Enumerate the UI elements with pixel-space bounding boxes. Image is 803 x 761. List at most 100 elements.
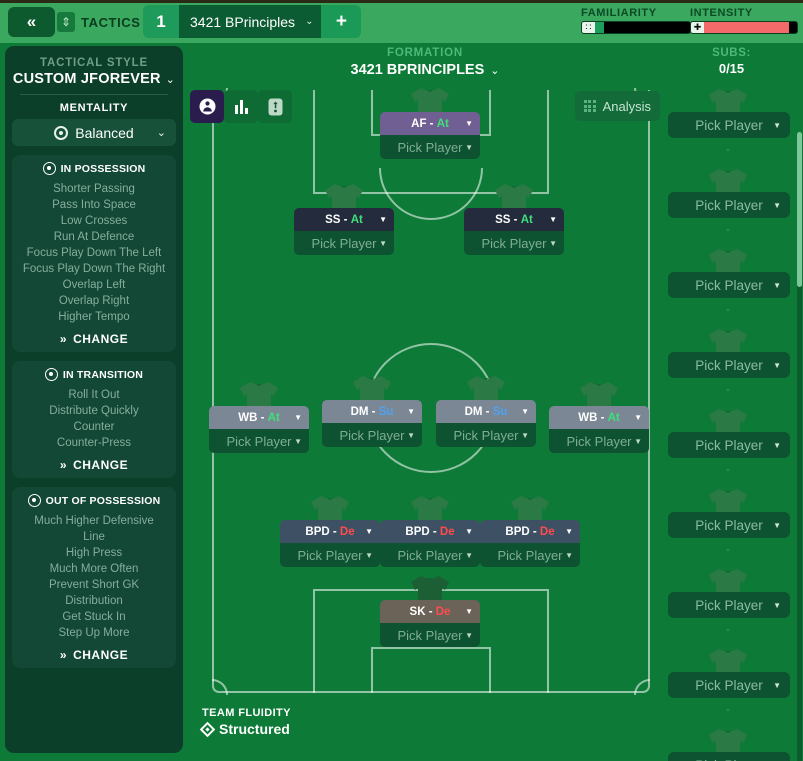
chevron-down-icon: ▼ — [773, 120, 781, 130]
player-slot-dm-5: DM - Su ▼ Pick Player ▼ — [436, 376, 536, 447]
instruction-item[interactable]: Counter-Press — [56, 437, 132, 449]
stats-view-button[interactable] — [224, 90, 258, 123]
tactic-number[interactable]: 1 — [143, 5, 179, 38]
pitch-view-toolbar — [190, 90, 292, 123]
add-tactic-button[interactable]: + — [321, 5, 362, 38]
role-dropdown[interactable]: WB - At ▼ — [209, 406, 309, 429]
chevron-down-icon: ▼ — [521, 430, 529, 440]
role-dropdown[interactable]: BPD - De ▼ — [480, 520, 580, 543]
instruction-item[interactable]: Pass Into Space — [52, 199, 136, 211]
instruction-item[interactable]: Overlap Left — [62, 279, 126, 291]
instruction-item[interactable]: Higher Tempo — [58, 311, 130, 323]
instruction-item[interactable]: Get Stuck In — [62, 611, 126, 623]
sub-pick-player-dropdown[interactable]: Pick Player▼ — [668, 672, 790, 698]
instruction-item[interactable]: Distribution — [65, 595, 123, 607]
pick-player-dropdown[interactable]: Pick Player ▼ — [380, 623, 480, 647]
team-fluidity[interactable]: TEAM FLUIDITY Structured — [199, 707, 291, 737]
instruction-item[interactable]: Much More Often — [49, 563, 139, 575]
tactical-style-label: TACTICAL STYLE — [40, 57, 148, 69]
instruction-item[interactable]: Step Up More — [58, 627, 130, 639]
role-duty: At — [436, 117, 449, 130]
role-separator: - — [482, 405, 493, 418]
back-button[interactable]: « — [8, 7, 55, 37]
pitch-panel: FORMATION 3421 BPRINCIPLES ⌄ — [190, 44, 660, 761]
pick-player-dropdown[interactable]: Pick Player ▼ — [464, 231, 564, 255]
analysis-button[interactable]: Analysis — [574, 91, 660, 121]
chevron-down-icon: ▼ — [634, 413, 642, 422]
pick-player-label: Pick Player — [453, 427, 519, 443]
role-dropdown[interactable]: SS - At ▼ — [464, 208, 564, 231]
instruction-item[interactable]: Focus Play Down The Left — [26, 247, 162, 259]
instruction-item[interactable]: Much Higher Defensive — [34, 515, 154, 527]
pick-player-label: Pick Player — [695, 277, 763, 293]
back-chevrons-icon: « — [26, 12, 37, 31]
pick-player-dropdown[interactable]: Pick Player ▼ — [322, 423, 422, 447]
sub-pick-player-dropdown[interactable]: Pick Player▼ — [668, 272, 790, 298]
pick-player-dropdown[interactable]: Pick Player ▼ — [549, 429, 649, 453]
role-separator: - — [597, 411, 608, 424]
instruction-item[interactable]: High Press — [65, 547, 123, 559]
chevron-down-icon: ▼ — [294, 436, 302, 446]
role-code: BPD — [505, 525, 530, 538]
role-separator: - — [368, 405, 379, 418]
sub-slot-1: Pick Player ▼ - — [660, 84, 796, 164]
chevron-down-icon: ▼ — [465, 119, 473, 128]
instruction-item[interactable]: Shorter Passing — [53, 183, 135, 195]
pick-player-dropdown[interactable]: Pick Player ▼ — [380, 543, 480, 567]
tactic-name-dropdown[interactable]: 3421 BPrinciples ⌄ — [179, 5, 322, 38]
role-dropdown[interactable]: AF - At ▼ — [380, 112, 480, 135]
team-fluidity-row: Structured — [199, 721, 291, 737]
role-dropdown[interactable]: BPD - De ▼ — [280, 520, 380, 543]
pick-player-dropdown[interactable]: Pick Player ▼ — [294, 231, 394, 255]
tactical-style-dropdown[interactable]: CUSTOM JFOREVER ⌄ — [12, 71, 176, 87]
instruction-item[interactable]: Focus Play Down The Right — [22, 263, 166, 275]
subs-scrollbar-thumb[interactable] — [797, 132, 802, 287]
sub-pick-player-dropdown[interactable]: Pick Player▼ — [668, 112, 790, 138]
chevron-down-icon: ▼ — [773, 360, 781, 370]
sub-pick-player-dropdown[interactable]: Pick Player▼ — [668, 752, 790, 761]
intensity-fill — [704, 22, 789, 33]
mentality-dropdown[interactable]: Balanced ⌄ — [12, 119, 176, 146]
familiarity-bar[interactable]: ∷ — [581, 21, 691, 34]
instruction-item[interactable]: Counter — [73, 421, 115, 433]
pick-player-label: Pick Player — [695, 597, 763, 613]
pick-player-dropdown[interactable]: Pick Player ▼ — [436, 423, 536, 447]
role-dropdown[interactable]: BPD - De ▼ — [380, 520, 480, 543]
instruction-item[interactable]: Prevent Short GK — [48, 579, 140, 591]
intensity-bar[interactable]: ✚ — [690, 21, 798, 34]
instruction-item[interactable]: Overlap Right — [58, 295, 130, 307]
chevron-down-icon: ▼ — [465, 550, 473, 560]
instruction-item[interactable]: Low Crosses — [60, 215, 128, 227]
sub-pick-player-dropdown[interactable]: Pick Player▼ — [668, 432, 790, 458]
sub-pick-player-dropdown[interactable]: Pick Player▼ — [668, 592, 790, 618]
instruction-item[interactable]: Line — [83, 531, 105, 543]
change-in-transition-button[interactable]: » CHANGE — [18, 458, 170, 472]
subs-scrollbar[interactable] — [797, 132, 802, 761]
six-yard-box-bottom — [371, 647, 491, 693]
role-dropdown[interactable]: SK - De ▼ — [380, 600, 480, 623]
change-out-of-possession-button[interactable]: » CHANGE — [18, 648, 170, 662]
sub-pick-player-dropdown[interactable]: Pick Player ▼ — [668, 352, 790, 378]
instruction-item[interactable]: Distribute Quickly — [49, 405, 139, 417]
role-dropdown[interactable]: DM - Su ▼ — [322, 400, 422, 423]
formation-dropdown[interactable]: 3421 BPRINCIPLES ⌄ — [190, 62, 660, 78]
pick-player-label: Pick Player — [695, 357, 763, 373]
pick-player-dropdown[interactable]: Pick Player ▼ — [380, 135, 480, 159]
pick-player-dropdown[interactable]: Pick Player ▼ — [280, 543, 380, 567]
role-dropdown[interactable]: SS - At ▼ — [294, 208, 394, 231]
change-in-possession-button[interactable]: » CHANGE — [18, 332, 170, 346]
pick-player-dropdown[interactable]: Pick Player ▼ — [480, 543, 580, 567]
sub-pick-player-dropdown[interactable]: Pick Player▼ — [668, 192, 790, 218]
role-dropdown[interactable]: DM - Su ▼ — [436, 400, 536, 423]
pick-player-dropdown[interactable]: Pick Player ▼ — [209, 429, 309, 453]
player-view-button[interactable] — [190, 90, 224, 123]
movement-view-button[interactable] — [258, 90, 292, 123]
instruction-item[interactable]: Run At Defence — [53, 231, 135, 243]
phase-title: IN POSSESSION — [60, 162, 146, 175]
tactics-label: TACTICS — [81, 14, 141, 30]
sub-pick-player-dropdown[interactable]: Pick Player▼ — [668, 512, 790, 538]
instruction-item[interactable]: Roll It Out — [68, 389, 120, 401]
familiarity-knob-icon: ∷ — [582, 22, 595, 33]
role-dropdown[interactable]: WB - At ▼ — [549, 406, 649, 429]
